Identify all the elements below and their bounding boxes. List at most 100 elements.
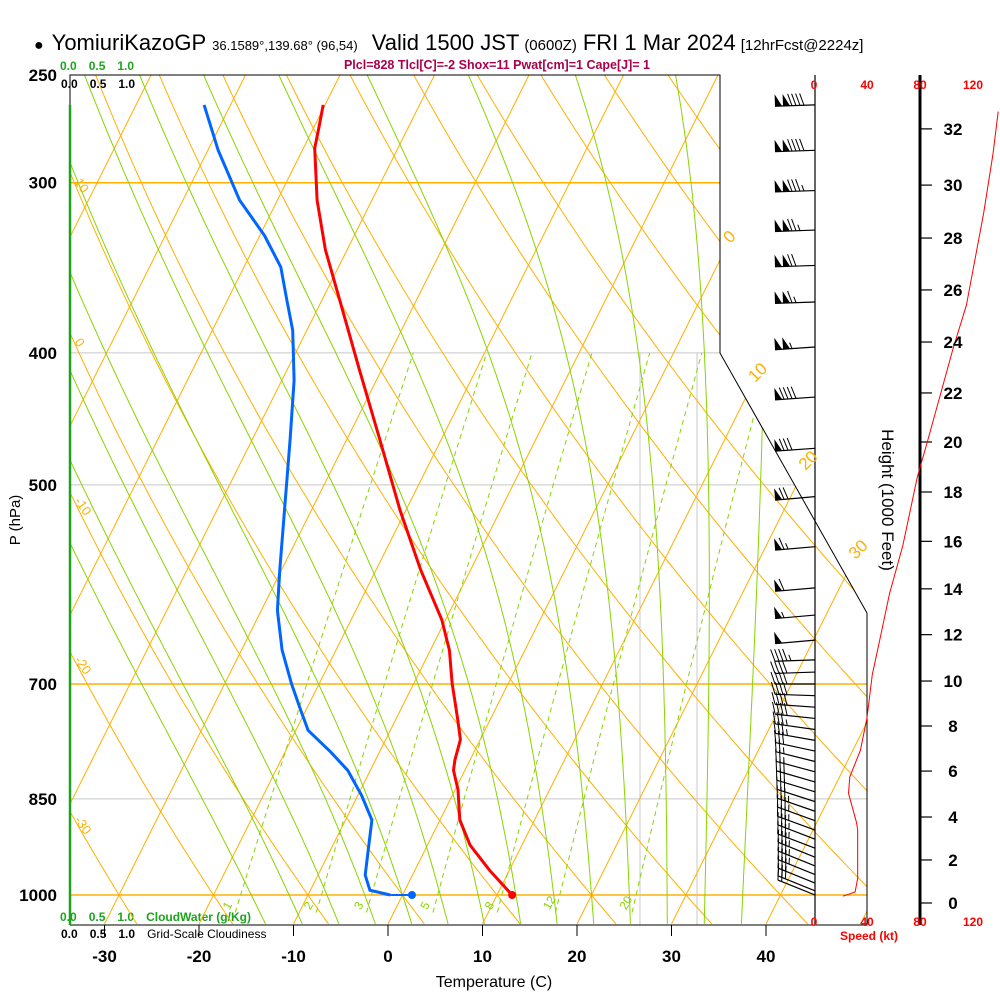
- barb-staff: [777, 833, 816, 849]
- mixing-ratio-line: [432, 352, 593, 913]
- wind-barb: [772, 701, 816, 720]
- wind-barb: [777, 867, 816, 896]
- barb-full: [787, 254, 793, 267]
- isotherm-label: 20: [795, 447, 822, 474]
- dry-adiabat-line: [70, 75, 425, 925]
- plot-border: [69, 74, 868, 926]
- barb-full: [772, 711, 776, 725]
- moist-adiabat-line: [70, 75, 266, 925]
- barb-full: [774, 661, 780, 674]
- barb-half: [785, 719, 788, 726]
- barb-full: [781, 839, 783, 853]
- scale-tick: 0.0: [61, 927, 78, 941]
- temperature-line: [313, 104, 514, 897]
- barb-half: [785, 543, 789, 550]
- barb-staff: [777, 841, 816, 858]
- dry-adiabat-line: [603, 75, 867, 925]
- barb-pennant: [774, 180, 782, 192]
- wind-barb: [776, 803, 816, 831]
- isotherm-line: [482, 75, 867, 925]
- mixing-ratio-line: [234, 352, 414, 913]
- barb-full: [770, 682, 776, 695]
- height-tick-label: 30: [944, 176, 963, 195]
- barb-full: [770, 671, 776, 685]
- chart-header: ● YomiuriKazoGP 36.1589°,139.68° (96,54)…: [34, 30, 869, 58]
- wind-barb: [770, 671, 815, 685]
- barb-staff: [777, 850, 816, 867]
- height-tick-label: 26: [944, 281, 963, 300]
- barb-full: [772, 701, 776, 715]
- barb-full: [784, 866, 787, 879]
- wind-barb: [774, 537, 816, 551]
- barb-full: [775, 702, 780, 715]
- moist-adiabat-line: [278, 75, 558, 924]
- barb-full: [781, 722, 784, 735]
- temp-tick-label: -10: [281, 947, 306, 966]
- wind-barb: [774, 290, 816, 304]
- mixing-ratio-label: 3: [351, 899, 367, 912]
- barb-staff: [775, 189, 816, 193]
- barb-staff: [775, 703, 816, 708]
- wind-barb: [773, 720, 816, 741]
- isotherm-line: [765, 75, 867, 925]
- height-tick-label: 16: [944, 532, 963, 551]
- barb-full: [786, 438, 793, 451]
- dry-adiabat-label: -10: [72, 494, 95, 518]
- dewpoint-line: [202, 104, 391, 897]
- dry-adiabat-line: [986, 75, 1000, 924]
- barb-full: [778, 648, 784, 662]
- station-coords: 36.1589°,139.68° (96,54): [212, 38, 358, 53]
- barb-full: [777, 721, 781, 735]
- wind-barb: [771, 692, 816, 708]
- scale-tick: 0.5: [89, 927, 107, 941]
- barb-full: [791, 138, 797, 152]
- barb-full: [777, 846, 780, 860]
- barb-staff: [777, 879, 816, 896]
- station-bullet-icon: ●: [34, 37, 44, 54]
- barb-half: [781, 611, 785, 618]
- barb-pennant: [782, 179, 790, 192]
- dry-adiabat-label: -20: [72, 653, 95, 677]
- barb-pennant: [782, 139, 790, 152]
- barb-full: [783, 703, 788, 716]
- mixing-ratio-label: 2: [301, 899, 317, 912]
- isotherm-line: [293, 75, 719, 925]
- barb-full: [779, 692, 784, 706]
- barb-staff: [777, 815, 816, 831]
- barb-staff: [775, 742, 816, 752]
- barb-full: [771, 692, 776, 705]
- dry-adiabat-line: [70, 75, 521, 925]
- barb-staff: [775, 496, 816, 501]
- barb-pennant: [774, 254, 782, 267]
- wind-barb: [774, 386, 816, 401]
- barb-staff: [777, 806, 816, 822]
- barb-full: [791, 179, 797, 192]
- barb-full: [787, 179, 793, 192]
- barb-full: [778, 438, 785, 451]
- height-tick-label: 12: [944, 626, 963, 645]
- dry-adiabat-line: [413, 75, 867, 925]
- barb-full: [784, 832, 787, 846]
- pressure-tick-label: 300: [29, 174, 57, 193]
- barb-full: [791, 254, 797, 267]
- scale-tick: 0.5: [88, 910, 106, 924]
- barb-pennant: [774, 387, 783, 400]
- isotherm-label: 10: [744, 359, 771, 386]
- barb-full: [787, 139, 793, 152]
- barb-pennant: [774, 538, 783, 551]
- barb-full: [795, 179, 801, 192]
- barb-half: [801, 184, 805, 192]
- scale-tick: 0.0: [60, 910, 77, 924]
- cloud-water-scale-top: 0.0 0.5 1.0: [60, 59, 146, 73]
- y-axis-title: P (hPa): [7, 495, 24, 546]
- scale-tick: 0.0: [61, 77, 78, 91]
- x-axis-title: Temperature (C): [436, 974, 552, 991]
- mixing-ratio-line: [496, 352, 651, 913]
- cloudiness-scale-bottom: 0.0 0.5 1.0 Grid-Scale Cloudiness: [61, 927, 278, 941]
- barb-full: [787, 290, 793, 303]
- chart-frame: [68, 74, 932, 936]
- barb-pennant: [782, 337, 791, 350]
- speed-tick-label: 40: [860, 78, 874, 92]
- barb-full: [787, 218, 793, 232]
- wind-barb: [770, 682, 816, 697]
